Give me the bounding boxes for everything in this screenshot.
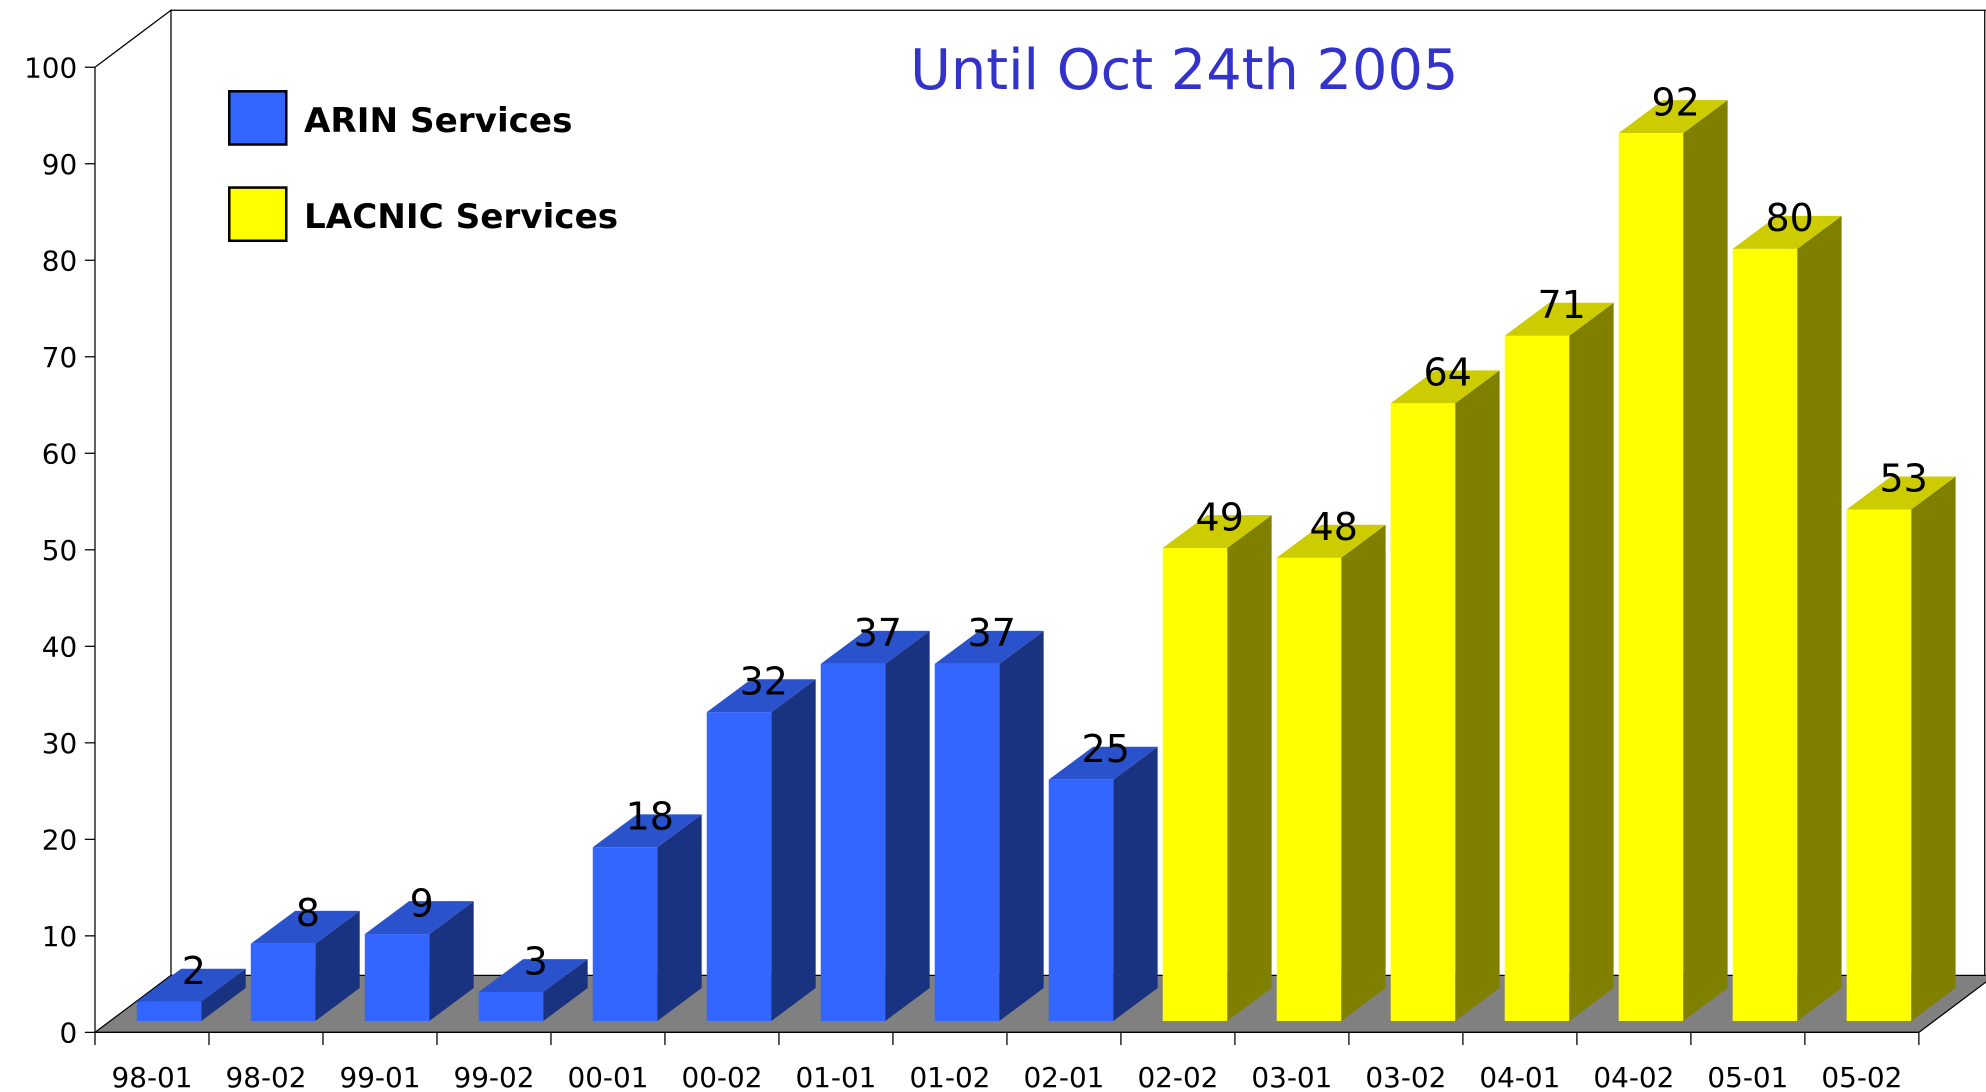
bar-side xyxy=(657,814,702,1021)
bar-front xyxy=(592,847,658,1021)
x-tick-label: 03-02 xyxy=(1365,1061,1446,1092)
value-label: 80 xyxy=(1766,196,1814,240)
x-tick-label: 99-01 xyxy=(339,1061,420,1092)
bar-top xyxy=(1618,100,1728,134)
bar-top xyxy=(478,959,588,993)
bar-side xyxy=(1911,476,1956,1021)
bar-side xyxy=(771,679,816,1021)
legend-swatch xyxy=(227,90,288,146)
x-tick-label: 03-01 xyxy=(1251,1061,1332,1092)
legend-label: ARIN Services xyxy=(304,101,573,141)
bar-front xyxy=(1276,557,1342,1021)
x-tick-label: 98-02 xyxy=(226,1061,307,1092)
bar-front xyxy=(478,992,544,1021)
bar-front xyxy=(1846,509,1912,1021)
x-tick-label: 00-01 xyxy=(567,1061,648,1092)
y-tick-label: 0 xyxy=(60,1017,78,1050)
bar-top xyxy=(1732,215,1842,249)
bar-top xyxy=(592,814,702,848)
bar-top xyxy=(136,968,246,1002)
bar-front xyxy=(1618,133,1684,1021)
bar-side xyxy=(429,901,474,1021)
bar-top xyxy=(364,901,474,935)
chart-title: Until Oct 24th 2005 xyxy=(910,38,1458,103)
value-label: 25 xyxy=(1082,727,1130,771)
value-label: 92 xyxy=(1652,80,1700,124)
bar-side xyxy=(1797,215,1842,1021)
value-label: 32 xyxy=(740,659,788,703)
bar-side xyxy=(1455,370,1500,1021)
bar-side xyxy=(201,968,246,1021)
value-label: 64 xyxy=(1424,351,1472,395)
bar-side xyxy=(1569,302,1614,1021)
y-tick-label: 100 xyxy=(24,51,77,84)
bar-top xyxy=(820,630,930,664)
value-label: 37 xyxy=(854,611,902,655)
y-tick-label: 40 xyxy=(42,630,77,663)
bar-front xyxy=(1504,335,1570,1021)
bar-side xyxy=(315,910,360,1021)
legend-label: LACNIC Services xyxy=(304,197,618,237)
y-tick-label: 30 xyxy=(42,727,77,760)
bar-front xyxy=(250,943,316,1021)
bar-front xyxy=(1732,248,1798,1021)
bar-front xyxy=(934,663,1000,1021)
bar-side xyxy=(885,630,930,1021)
x-tick-label: 04-01 xyxy=(1479,1061,1560,1092)
bar-side xyxy=(1113,746,1158,1021)
value-label: 2 xyxy=(182,949,206,993)
y-tick-label: 80 xyxy=(42,244,77,277)
bar-front xyxy=(1048,779,1114,1021)
value-label: 49 xyxy=(1196,495,1244,539)
bar-side xyxy=(1227,515,1272,1021)
bar-side xyxy=(543,959,588,1021)
value-label: 71 xyxy=(1538,283,1586,327)
x-tick-label: 01-01 xyxy=(795,1061,876,1092)
x-tick-label: 05-02 xyxy=(1821,1061,1902,1092)
bar-top xyxy=(706,679,816,713)
legend-swatch xyxy=(227,186,288,243)
x-tick-label: 98-01 xyxy=(112,1061,193,1092)
y-tick-label: 90 xyxy=(42,148,77,181)
y-tick-label: 50 xyxy=(42,534,77,567)
value-label: 8 xyxy=(296,891,320,935)
value-label: 18 xyxy=(626,795,674,839)
value-label: 48 xyxy=(1310,505,1358,549)
bar-front xyxy=(1162,548,1228,1021)
bar-top xyxy=(1048,746,1158,780)
bar-top xyxy=(934,630,1044,664)
bar-top xyxy=(250,910,360,944)
y-tick-label: 70 xyxy=(42,341,77,374)
bar-front xyxy=(820,663,886,1021)
value-label: 53 xyxy=(1880,457,1928,501)
bar-top xyxy=(1846,476,1956,510)
value-label: 9 xyxy=(410,881,434,925)
bar-top xyxy=(1390,370,1500,404)
bar-side xyxy=(1341,524,1386,1021)
x-tick-label: 99-02 xyxy=(453,1061,534,1092)
x-tick-label: 01-02 xyxy=(909,1061,990,1092)
x-tick-label: 00-02 xyxy=(681,1061,762,1092)
x-tick-label: 02-01 xyxy=(1023,1061,1104,1092)
x-tick-label: 05-01 xyxy=(1707,1061,1788,1092)
bar-front xyxy=(706,712,772,1021)
y-tick-label: 60 xyxy=(42,437,77,470)
x-tick-label: 04-02 xyxy=(1593,1061,1674,1092)
y-tick-label: 20 xyxy=(42,823,77,856)
bar-top xyxy=(1504,302,1614,336)
y-tick-label: 10 xyxy=(42,920,77,953)
bar-side xyxy=(1683,100,1728,1021)
value-label: 3 xyxy=(524,939,548,983)
value-label: 37 xyxy=(968,611,1016,655)
bar-front xyxy=(364,934,430,1021)
bar-side xyxy=(999,630,1044,1021)
bar-top xyxy=(1276,524,1386,558)
x-tick-label: 02-02 xyxy=(1137,1061,1218,1092)
bar-front xyxy=(136,1001,202,1021)
bar-front xyxy=(1390,403,1456,1021)
bar-top xyxy=(1162,515,1272,549)
